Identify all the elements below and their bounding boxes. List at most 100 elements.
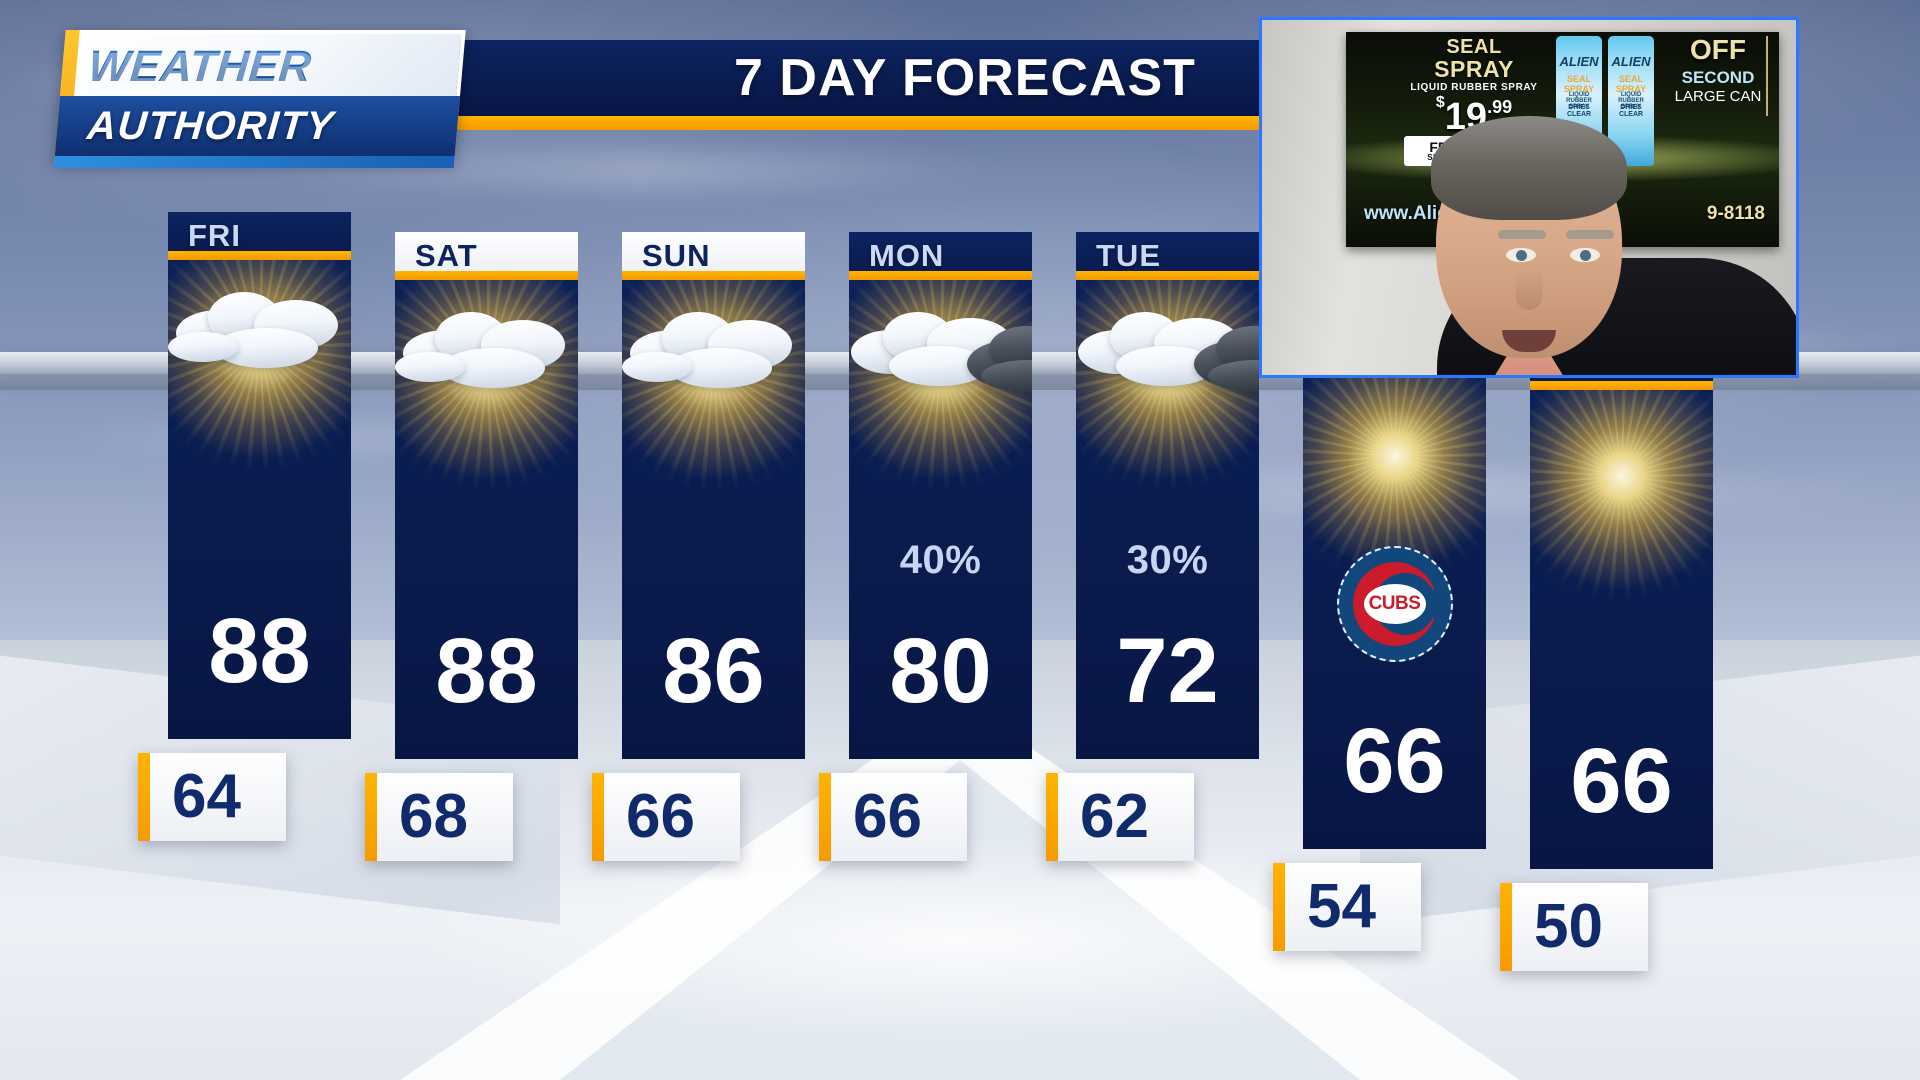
sun-behind-cloud-icon xyxy=(395,280,578,491)
forecast-day-body: 86 xyxy=(622,280,805,759)
forecast-day-gold-bar xyxy=(168,251,351,260)
sun-behind-cloud-icon xyxy=(168,260,351,471)
low-temp-gold-bar xyxy=(1500,883,1512,971)
can-brand-label: ALIEN xyxy=(1611,54,1651,69)
can-description-label: LIQUID RUBBER SPRAY xyxy=(1618,92,1644,110)
forecast-day-header: MON xyxy=(849,232,1032,280)
forecast-day-column: THU66 xyxy=(1530,342,1713,869)
low-temperature: 66 xyxy=(626,782,695,851)
sun-icon xyxy=(1530,390,1713,601)
ad-brand-line1: SEAL xyxy=(1446,36,1502,58)
ad-offer-second: SECOND xyxy=(1681,68,1755,87)
ad-brand-line2: SPRAY xyxy=(1434,55,1514,82)
anchor-nose xyxy=(1516,270,1542,310)
high-temperature: 66 xyxy=(1343,710,1446,812)
high-temperature: 88 xyxy=(435,620,538,722)
high-temperature: 72 xyxy=(1116,620,1219,722)
can-feature-label: DRIES CLEAR xyxy=(1566,104,1592,118)
forecast-day-body: 66 xyxy=(1530,390,1713,869)
sun-disc xyxy=(1530,390,1713,591)
low-temperature-box: 64 xyxy=(138,753,286,841)
forecast-day-body: 88 xyxy=(168,260,351,739)
ad-subtitle: LIQUID RUBBER SPRAY xyxy=(1410,82,1538,93)
ad-phone-number: 9-8118 xyxy=(1706,203,1765,224)
forecast-day-label: TUE xyxy=(1096,238,1161,273)
low-temperature: 62 xyxy=(1080,782,1149,851)
low-temperature-box: 54 xyxy=(1273,863,1421,951)
ad-offer-off: OFF xyxy=(1690,34,1746,65)
logo-text-weather: WEATHER xyxy=(86,42,314,91)
cubs-team-logo: CUBS xyxy=(1336,546,1453,662)
high-temperature: 88 xyxy=(208,600,311,702)
anchor-eyebrow xyxy=(1498,230,1546,239)
ad-price-currency: $ xyxy=(1435,94,1445,111)
can-product-label: SEAL SPRAY xyxy=(1615,74,1647,94)
forecast-day-column: SUN 86 xyxy=(622,232,805,759)
anchor-eye xyxy=(1570,248,1600,262)
forecast-day-body: 30% 72 xyxy=(1076,280,1259,759)
high-temperature: 86 xyxy=(662,620,765,722)
forecast-day-column: SAT 88 xyxy=(395,232,578,759)
low-temperature: 68 xyxy=(399,782,468,851)
forecast-day-header: SUN xyxy=(622,232,805,280)
forecast-day-header: FRI xyxy=(168,212,351,260)
forecast-day-label: MON xyxy=(869,238,945,273)
low-temp-gold-bar xyxy=(138,753,150,841)
low-temperature-box: 66 xyxy=(819,773,967,861)
low-temp-gold-bar xyxy=(1046,773,1058,861)
forecast-day-body: 88 xyxy=(395,280,578,759)
low-temp-gold-bar xyxy=(365,773,377,861)
forecast-day-header: SAT xyxy=(395,232,578,280)
cubs-label: CUBS xyxy=(1368,593,1421,614)
low-temperature: 66 xyxy=(853,782,922,851)
forecast-day-body: 40% 80 xyxy=(849,280,1032,759)
high-temperature: 80 xyxy=(889,620,992,722)
forecast-day-gold-bar xyxy=(1530,381,1713,390)
can-feature-label: DRIES CLEAR xyxy=(1618,104,1644,118)
anchor-mouth xyxy=(1502,330,1556,352)
low-temperature-box: 66 xyxy=(592,773,740,861)
sun-behind-rain-cloud-icon xyxy=(849,280,1032,491)
forecast-day-gold-bar xyxy=(622,271,805,280)
can-product-label: SEAL SPRAY xyxy=(1563,74,1595,94)
anchor-eye xyxy=(1506,248,1536,262)
logo-row-authority: AUTHORITY xyxy=(54,96,461,156)
forecast-day-header: TUE xyxy=(1076,232,1259,280)
sun-behind-cloud-icon xyxy=(622,280,805,491)
forecast-day-column: TUE 30% 72 xyxy=(1076,232,1259,759)
low-temp-gold-bar xyxy=(1273,863,1285,951)
logo-row-weather: WEATHER xyxy=(86,36,451,98)
cloud-puff xyxy=(395,352,465,382)
low-temperature-box: 62 xyxy=(1046,773,1194,861)
cubs-inner-oval: CUBS xyxy=(1363,584,1426,624)
low-temperature: 50 xyxy=(1534,892,1603,961)
precipitation-chance: 30% xyxy=(1126,538,1209,582)
sun-icon xyxy=(1303,370,1486,581)
forecast-day-label: SUN xyxy=(642,238,711,273)
forecast-day-column: MON 40% 80 xyxy=(849,232,1032,759)
forecast-day-gold-bar xyxy=(1076,271,1259,280)
ad-price-cents: .99 xyxy=(1487,97,1513,117)
ad-offer-large-can: LARGE CAN xyxy=(1674,88,1762,105)
weather-authority-logo: WEATHER AUTHORITY xyxy=(53,30,466,168)
sun-behind-rain-cloud-icon xyxy=(1076,280,1259,491)
high-temperature: 66 xyxy=(1570,730,1673,832)
forecast-day-body: CUBS 66 xyxy=(1303,370,1486,849)
logo-text-authority: AUTHORITY xyxy=(85,103,337,148)
forecast-day-gold-bar xyxy=(849,271,1032,280)
can-brand-label: ALIEN xyxy=(1559,54,1599,69)
can-description-label: LIQUID RUBBER SPRAY xyxy=(1566,92,1592,110)
low-temperature-box: 68 xyxy=(365,773,513,861)
low-temperature: 54 xyxy=(1307,872,1376,941)
cloud-puff xyxy=(622,352,692,382)
forecast-day-column: FRI 88 xyxy=(168,212,351,739)
anchor-hair xyxy=(1431,116,1627,220)
ad-divider xyxy=(1766,36,1768,116)
forecast-day-column: WEDCUBS66 xyxy=(1303,322,1486,849)
sun-disc xyxy=(1303,370,1486,571)
precipitation-chance: 40% xyxy=(899,538,982,582)
logo-blue-edge xyxy=(53,156,455,168)
low-temp-gold-bar xyxy=(819,773,831,861)
low-temp-gold-bar xyxy=(592,773,604,861)
picture-in-picture-video[interactable]: SEAL SPRAY LIQUID RUBBER SPRAY $19.99 FR… xyxy=(1259,17,1799,378)
